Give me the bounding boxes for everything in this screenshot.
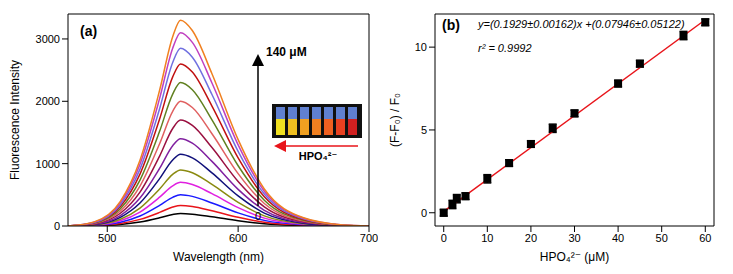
svg-text:5: 5 <box>421 124 427 136</box>
svg-text:10: 10 <box>415 41 427 53</box>
svg-text:(F-F₀) / F₀: (F-F₀) / F₀ <box>388 93 402 147</box>
svg-text:10: 10 <box>481 232 493 244</box>
svg-text:0: 0 <box>255 210 261 222</box>
svg-text:Fluorescence Intensity: Fluorescence Intensity <box>8 60 22 180</box>
svg-text:(b): (b) <box>442 17 460 33</box>
svg-text:140 μM: 140 μM <box>266 45 307 59</box>
svg-text:1000: 1000 <box>36 158 60 170</box>
svg-text:HPO₄²⁻: HPO₄²⁻ <box>299 150 338 162</box>
svg-text:Wavelength (nm): Wavelength (nm) <box>173 250 264 264</box>
svg-text:30: 30 <box>568 232 580 244</box>
svg-text:0: 0 <box>441 232 447 244</box>
svg-text:r² = 0.9992: r² = 0.9992 <box>478 42 532 54</box>
svg-text:20: 20 <box>525 232 537 244</box>
svg-text:0: 0 <box>421 207 427 219</box>
svg-text:50: 50 <box>656 232 668 244</box>
svg-text:500: 500 <box>98 232 116 244</box>
svg-text:0: 0 <box>54 220 60 232</box>
svg-text:700: 700 <box>360 232 378 244</box>
svg-text:600: 600 <box>229 232 247 244</box>
svg-text:40: 40 <box>612 232 624 244</box>
svg-text:60: 60 <box>699 232 711 244</box>
svg-text:3000: 3000 <box>36 33 60 45</box>
svg-text:HPO₄²⁻ (μM): HPO₄²⁻ (μM) <box>540 250 609 264</box>
svg-text:y=(0.1929±0.00162)x +(0.07946±: y=(0.1929±0.00162)x +(0.07946±0.05122) <box>477 18 685 30</box>
svg-text:2000: 2000 <box>36 95 60 107</box>
svg-text:(a): (a) <box>80 23 97 39</box>
